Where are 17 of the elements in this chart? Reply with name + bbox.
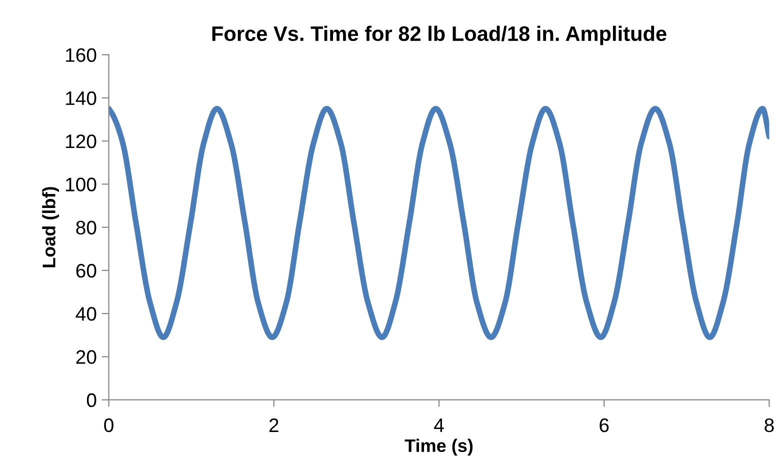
x-tick-label: 8 [764, 418, 774, 432]
x-tick-label: 4 [434, 418, 444, 432]
y-tick-label: 40 [76, 307, 96, 321]
y-axis-title: Load (lbf) [42, 187, 59, 268]
y-tick-label: 80 [76, 220, 96, 235]
y-tick-label: 20 [76, 350, 96, 364]
y-tick-label: 100 [66, 178, 96, 192]
x-tick-label: 0 [104, 418, 114, 432]
x-tick-label: 6 [600, 418, 609, 432]
y-tick-label: 60 [76, 264, 96, 278]
x-axis-title: Time (s) [404, 438, 473, 456]
y-tick-label: 120 [66, 134, 96, 148]
y-tick-label: 140 [66, 91, 96, 106]
y-tick-label: 0 [86, 393, 96, 408]
y-tick-label: 160 [66, 48, 96, 62]
x-tick-label: 2 [269, 418, 278, 432]
chart-title: Force Vs. Time for 82 lb Load/18 in. Amplitude [212, 26, 666, 46]
